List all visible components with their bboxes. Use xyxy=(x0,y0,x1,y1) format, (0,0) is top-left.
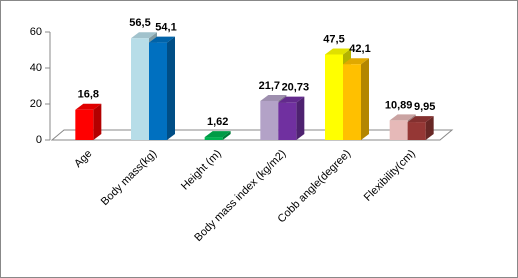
bar-side xyxy=(167,36,175,141)
value-label: 21,7 xyxy=(259,80,280,92)
bar-top xyxy=(204,131,231,138)
bar xyxy=(149,42,167,141)
bar-top xyxy=(389,114,416,121)
bar-top xyxy=(131,32,157,39)
bar-top xyxy=(343,58,369,65)
bar-top xyxy=(325,48,351,55)
bar-side xyxy=(93,103,102,140)
value-label: 1,62 xyxy=(207,116,228,128)
bar xyxy=(325,54,343,140)
bar-side xyxy=(222,131,231,140)
bar xyxy=(260,100,279,140)
bar xyxy=(204,137,223,140)
bar-top xyxy=(149,36,175,43)
value-label: 47,5 xyxy=(323,33,344,45)
bar-top xyxy=(260,94,287,101)
bar xyxy=(131,38,149,140)
y-tick-label: 60 xyxy=(30,26,42,38)
value-label: 9,95 xyxy=(414,101,435,113)
bar-top xyxy=(278,96,305,103)
value-label: 54,1 xyxy=(155,22,176,34)
bar xyxy=(389,120,408,140)
bar xyxy=(75,109,94,140)
value-label: 20,73 xyxy=(282,82,310,94)
bar xyxy=(343,64,361,140)
bar xyxy=(407,122,426,140)
bar-side xyxy=(361,58,369,140)
y-tick-label: 20 xyxy=(30,98,42,110)
value-label: 56,5 xyxy=(129,17,150,29)
value-label: 16,8 xyxy=(78,89,99,101)
value-label: 42,1 xyxy=(349,43,370,55)
y-tick-label: 40 xyxy=(30,62,42,74)
bar-side xyxy=(296,96,305,140)
bar-top xyxy=(407,116,434,123)
bar-top xyxy=(75,103,102,110)
bar xyxy=(278,102,297,140)
y-tick-label: 0 xyxy=(36,134,42,146)
value-label: 10,89 xyxy=(385,99,413,111)
bar-side xyxy=(425,116,434,140)
